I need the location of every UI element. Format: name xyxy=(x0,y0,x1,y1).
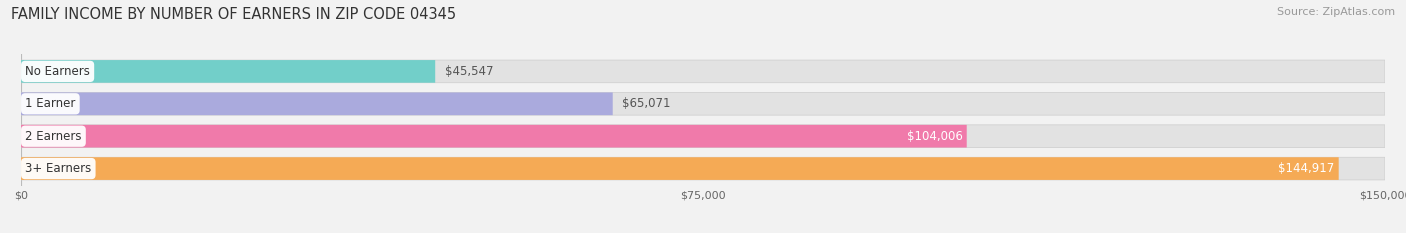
Text: $104,006: $104,006 xyxy=(907,130,963,143)
Text: $45,547: $45,547 xyxy=(444,65,494,78)
Text: 3+ Earners: 3+ Earners xyxy=(25,162,91,175)
Text: 2 Earners: 2 Earners xyxy=(25,130,82,143)
Text: FAMILY INCOME BY NUMBER OF EARNERS IN ZIP CODE 04345: FAMILY INCOME BY NUMBER OF EARNERS IN ZI… xyxy=(11,7,457,22)
FancyBboxPatch shape xyxy=(21,157,1339,180)
Text: No Earners: No Earners xyxy=(25,65,90,78)
Text: $144,917: $144,917 xyxy=(1278,162,1334,175)
Text: $65,071: $65,071 xyxy=(623,97,671,110)
FancyBboxPatch shape xyxy=(21,60,436,83)
Text: Source: ZipAtlas.com: Source: ZipAtlas.com xyxy=(1277,7,1395,17)
FancyBboxPatch shape xyxy=(21,93,613,115)
Text: 1 Earner: 1 Earner xyxy=(25,97,76,110)
FancyBboxPatch shape xyxy=(21,125,967,147)
FancyBboxPatch shape xyxy=(21,125,1385,147)
FancyBboxPatch shape xyxy=(21,93,1385,115)
FancyBboxPatch shape xyxy=(21,60,1385,83)
FancyBboxPatch shape xyxy=(21,157,1385,180)
